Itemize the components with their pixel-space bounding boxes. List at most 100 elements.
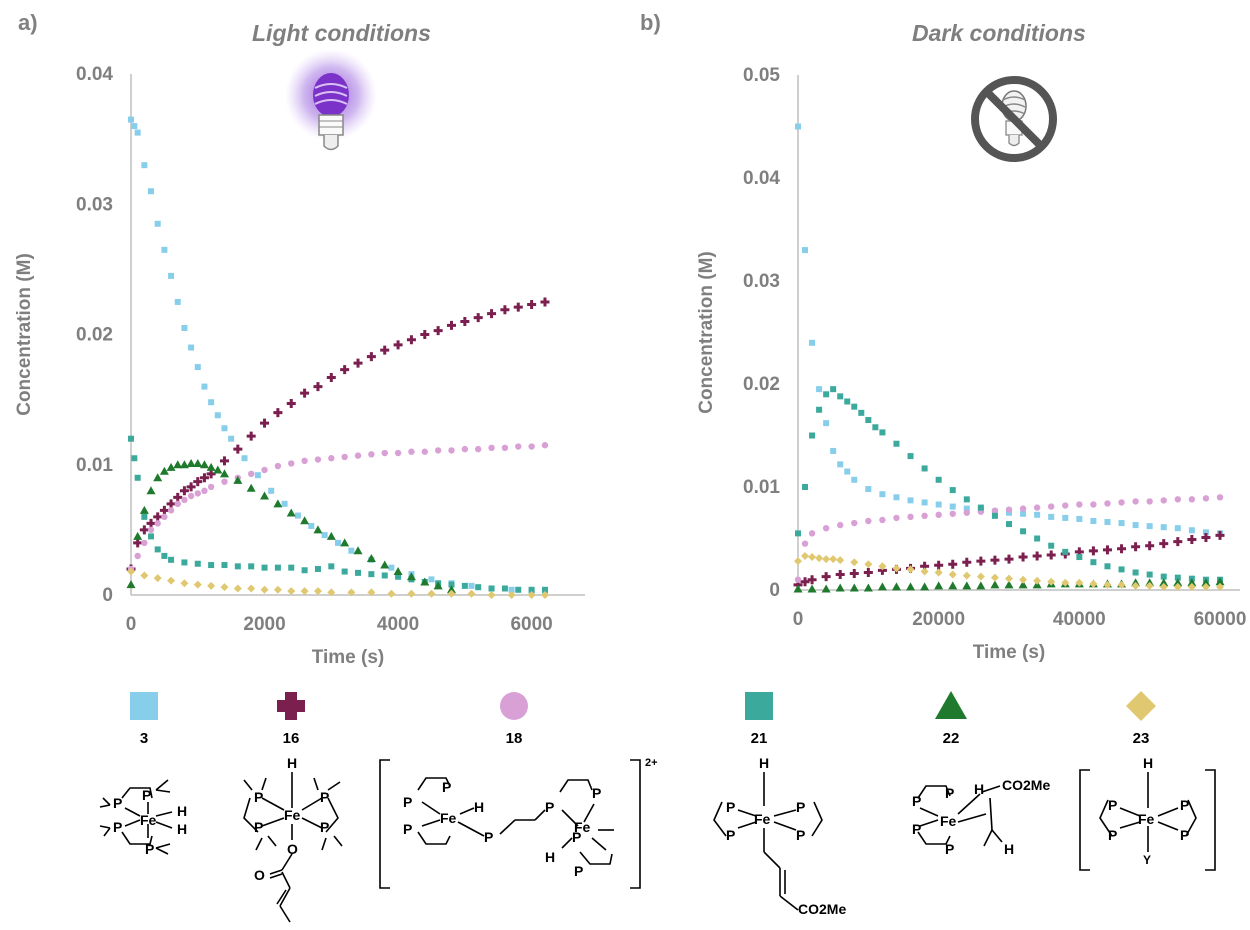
dark-point-16 <box>1102 545 1112 555</box>
dark-point-16 <box>1145 541 1155 551</box>
dark-point-23 <box>948 570 957 579</box>
dark-point-21 <box>844 398 851 405</box>
dark-point-21 <box>1174 574 1181 581</box>
dark-point-18 <box>1202 495 1210 502</box>
light-point-18 <box>421 448 428 455</box>
light-point-22 <box>233 475 243 484</box>
panel-b-title: Dark conditions <box>912 20 1086 46</box>
chart-light-conditions: 0 0.01 0.02 0.03 0.04 0 2000 4000 6000 Time (s) Co… <box>14 49 585 668</box>
dark-point-22 <box>976 581 986 590</box>
dark-point-18 <box>1048 503 1055 510</box>
dark-point-3 <box>802 247 809 254</box>
dark-point-18 <box>1118 499 1125 506</box>
light-point-3 <box>214 412 221 419</box>
dark-point-18 <box>1090 501 1097 508</box>
dark-point-16 <box>976 556 986 566</box>
dark-point-21 <box>1132 569 1139 576</box>
dark-point-16 <box>1046 550 1056 560</box>
light-point-21 <box>501 585 508 592</box>
dark-point-3 <box>907 497 914 504</box>
light-point-23 <box>273 585 282 594</box>
structure-16-atom: Fe <box>284 807 301 823</box>
light-point-21 <box>341 568 348 575</box>
dark-point-23 <box>892 564 901 573</box>
dark-point-3 <box>809 339 816 346</box>
light-point-16 <box>179 486 189 496</box>
light-point-18 <box>288 460 295 467</box>
light-point-16 <box>199 473 209 483</box>
dark-point-21 <box>1020 528 1027 535</box>
dark-point-23 <box>1019 575 1028 584</box>
dark-point-3 <box>851 476 858 483</box>
dark-point-18 <box>865 517 872 525</box>
dark-point-18 <box>935 511 942 519</box>
dark-point-16 <box>1131 542 1141 552</box>
light-point-16 <box>473 313 483 323</box>
light-point-16 <box>173 492 183 502</box>
light-point-18 <box>528 443 535 450</box>
light-point-21 <box>148 533 155 540</box>
structure-21 <box>713 772 823 911</box>
light-point-23 <box>327 588 336 597</box>
dark-point-23 <box>836 556 845 565</box>
dark-point-16 <box>948 559 958 569</box>
dark-point-16 <box>1201 532 1211 542</box>
light-point-16 <box>286 399 296 409</box>
dark-point-16 <box>800 577 810 587</box>
light-point-16 <box>246 431 256 441</box>
light-point-16 <box>366 352 376 362</box>
light-point-18 <box>274 462 282 470</box>
light-point-16 <box>527 300 537 310</box>
legend-label-16: 16 <box>282 730 300 747</box>
structure-3-atom: H <box>177 803 187 819</box>
structure-3-labels: P P P P Fe H H <box>113 787 187 857</box>
light-y-tick-label: 0.03 <box>76 194 113 215</box>
structure-3-atom: P <box>113 819 122 835</box>
light-point-22 <box>219 469 229 478</box>
light-point-23 <box>247 584 256 593</box>
legend-label-18: 18 <box>505 730 523 747</box>
light-point-18 <box>154 520 161 527</box>
dark-point-3 <box>879 491 886 498</box>
dark-y-tick-label: 0.02 <box>743 374 780 395</box>
structure-22-atom: P <box>912 793 921 809</box>
structure-22-atom: P <box>912 821 921 837</box>
light-point-18 <box>207 483 215 491</box>
light-point-22 <box>173 460 183 469</box>
light-point-23 <box>407 589 416 598</box>
dark-point-3 <box>816 386 823 393</box>
dark-point-21 <box>1118 566 1125 573</box>
light-point-3 <box>201 383 208 390</box>
light-point-21 <box>328 563 335 570</box>
light-point-23 <box>367 588 376 597</box>
dark-point-3 <box>1048 513 1055 520</box>
light-point-22 <box>186 458 196 467</box>
dark-point-16 <box>807 575 817 585</box>
light-point-3 <box>268 487 275 494</box>
light-point-3 <box>308 522 315 529</box>
light-point-3 <box>154 220 161 227</box>
dark-point-23 <box>990 573 999 582</box>
structure-16 <box>243 772 343 923</box>
structure-16-atom: P <box>254 819 263 835</box>
dark-point-16 <box>1215 530 1225 540</box>
dark-point-21 <box>837 393 844 400</box>
dark-point-16 <box>849 569 859 579</box>
dark-point-23 <box>1187 582 1196 591</box>
structure-23-atom: P <box>1180 827 1189 843</box>
light-x-tick-label: 6000 <box>510 614 552 635</box>
dark-point-18 <box>1146 498 1153 505</box>
light-point-16 <box>353 358 363 368</box>
light-point-23 <box>347 588 356 597</box>
light-point-18 <box>394 449 402 457</box>
structure-18-atom: P <box>484 829 493 845</box>
light-point-23 <box>527 591 536 599</box>
light-point-21 <box>515 586 522 593</box>
dark-point-18 <box>851 519 858 527</box>
dark-point-16 <box>1004 554 1014 564</box>
light-point-16 <box>260 418 270 428</box>
light-point-21 <box>234 563 241 570</box>
light-point-3 <box>161 246 168 253</box>
light-point-22 <box>393 567 403 576</box>
light-point-16 <box>380 345 390 355</box>
